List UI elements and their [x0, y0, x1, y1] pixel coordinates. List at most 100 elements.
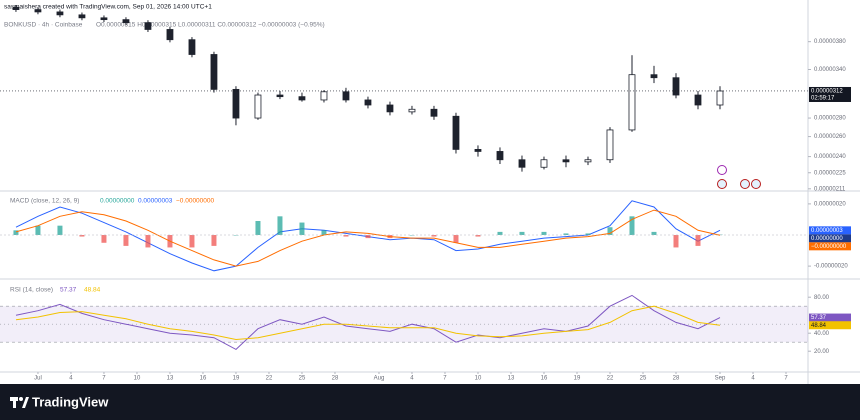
event-icon	[717, 165, 727, 175]
macd-histogram-bar	[13, 230, 19, 235]
event-icon	[740, 179, 750, 189]
x-tick-label: Jul	[34, 376, 42, 382]
x-tick-label: 28	[673, 376, 680, 382]
macd-histogram-bar	[255, 221, 261, 235]
axis-tag-label: −0.00000000	[811, 244, 847, 250]
x-tick-label: 4	[410, 376, 414, 382]
macd-histogram-bar	[57, 225, 63, 235]
macd-histogram-bar	[585, 233, 591, 235]
candle-body	[122, 19, 130, 24]
macd-histogram-bar	[299, 222, 305, 235]
macd-histogram-bar	[475, 235, 481, 237]
candle-body	[716, 90, 724, 106]
axis-tag	[809, 234, 851, 243]
y-tick-label: 0.00000240	[814, 154, 846, 160]
macd-histogram-bar	[79, 235, 85, 237]
macd-histogram-bar	[497, 231, 503, 235]
x-tick-label: 16	[200, 376, 207, 382]
y-tick-label: 0.00000260	[814, 134, 846, 140]
price-tag-label: 0.00000312	[811, 89, 843, 95]
y-tick-label: 0.00000340	[814, 67, 846, 73]
candle-body	[364, 99, 372, 106]
logo-shape	[19, 397, 23, 401]
y-tick-label: 0.00000225	[814, 170, 846, 176]
x-tick-label: 25	[299, 376, 306, 382]
x-tick-label: 7	[784, 376, 788, 382]
y-tick-label: -0.00000020	[814, 264, 848, 270]
y-tick-label: 40.00	[814, 331, 830, 337]
candle-body	[386, 104, 394, 113]
x-tick-label: 13	[508, 376, 515, 382]
y-tick-label: 0.00000380	[814, 39, 846, 45]
x-tick-label: 4	[751, 376, 755, 382]
macd-legend-value: 0.00000003	[138, 198, 173, 205]
event-icons	[717, 165, 761, 189]
candle-body	[628, 74, 636, 131]
x-tick-label: 28	[332, 376, 339, 382]
candle-body	[188, 39, 196, 55]
x-tick-label: 16	[541, 376, 548, 382]
candle-body	[210, 54, 218, 90]
x-tick-label: 22	[607, 376, 614, 382]
ohlc-legend: O0.00000315 H0.00000315 L0.00000311 C0.0…	[96, 22, 325, 29]
macd-histogram-bar	[145, 235, 151, 248]
logo-shape	[22, 397, 29, 408]
x-tick-label: Aug	[374, 376, 385, 382]
logo-shape	[13, 397, 16, 408]
macd-histogram-bar	[211, 235, 217, 246]
axis-tag-label: 0.00000000	[811, 236, 843, 242]
macd-legend-value: −0.00000000	[176, 198, 215, 205]
x-tick-label: 10	[134, 376, 141, 382]
x-tick-label: 4	[69, 376, 73, 382]
axis-tag-label: 0.00000003	[811, 228, 843, 234]
macd-histogram-bar	[563, 233, 569, 235]
chart-background	[0, 0, 860, 384]
rsi-ma-line	[15, 305, 721, 341]
x-tick-label: 19	[233, 376, 240, 382]
macd-histogram-bar	[365, 235, 371, 239]
macd-histogram-bar	[717, 234, 723, 236]
candle-body	[650, 74, 658, 79]
y-tick-label: 0.00000020	[814, 201, 846, 207]
x-tick-label: Sep	[715, 376, 726, 382]
macd-histogram-bar	[519, 231, 525, 235]
y-tick-label: 20.00	[814, 349, 830, 355]
candle-body	[562, 159, 570, 163]
brand-name: TradingView	[32, 394, 109, 409]
brand-logo	[10, 397, 29, 408]
macd-histogram-bar	[541, 231, 547, 235]
candle-body	[12, 6, 20, 10]
macd-histogram-bar	[233, 235, 239, 236]
event-icon	[751, 179, 761, 189]
macd-legend-value: 0.00000000	[100, 198, 135, 205]
attribution: sasmaishera created with TradingView.com…	[4, 4, 212, 11]
candle-body	[584, 159, 592, 163]
candle-body	[320, 91, 328, 101]
x-tick-label: 7	[102, 376, 106, 382]
candle-body	[518, 159, 526, 168]
candle-body	[342, 91, 350, 101]
candle-body	[56, 11, 64, 16]
x-tick-label: 25	[640, 376, 647, 382]
pane	[12, 5, 724, 172]
candle-body	[606, 129, 614, 161]
candle-body	[232, 88, 240, 119]
rsi-line	[15, 294, 721, 351]
macd-histogram-bar	[629, 216, 635, 235]
macd-histogram-bar	[101, 235, 107, 243]
macd-histogram-bar	[673, 235, 679, 248]
candle-body	[540, 159, 548, 168]
candle-body	[166, 29, 174, 41]
candle-body	[452, 115, 460, 150]
symbol-title: BONKUSD · 4h · Coinbase	[4, 22, 83, 29]
candle-body	[496, 151, 504, 161]
candle-body	[474, 149, 482, 152]
axis-tag-label: 48.84	[811, 323, 827, 329]
x-tick-label: 10	[475, 376, 482, 382]
event-icon	[717, 179, 727, 189]
x-tick-label: 7	[443, 376, 447, 382]
macd-histogram-bar	[321, 230, 327, 235]
axis-tag-label: 57.37	[811, 315, 827, 321]
macd-histogram-bar	[409, 235, 415, 236]
rsi-legend-value: 57.37	[60, 287, 77, 294]
